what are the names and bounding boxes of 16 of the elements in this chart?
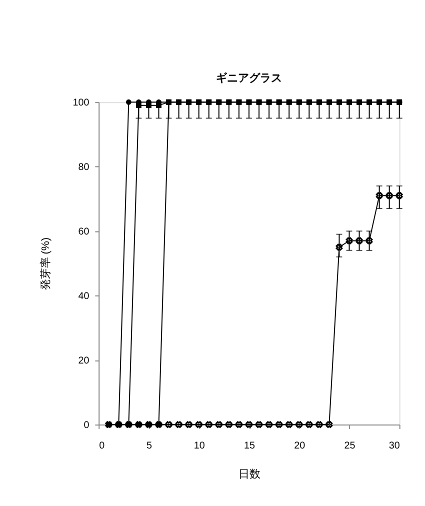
x-tick-label: 10 [194, 440, 206, 452]
x-tick-label: 15 [244, 440, 256, 452]
y-axis-title: 発芽率 (%) [39, 237, 52, 290]
y-tick-label: 100 [72, 98, 90, 109]
x-tick-label: 0 [99, 440, 106, 452]
y-tick-label: 0 [84, 420, 90, 431]
x-axis-title: 日数 [238, 468, 260, 480]
y-tick-label: 20 [78, 356, 90, 367]
x-tick-label: 5 [146, 440, 152, 452]
x-tick-label: 25 [344, 440, 356, 452]
chart-title: ギニアグラス [216, 71, 282, 84]
y-tick-label: 60 [78, 226, 90, 238]
x-tick-label: 30 [388, 440, 400, 452]
y-tick-label: 80 [78, 162, 90, 174]
y-tick-label: 40 [78, 291, 90, 302]
x-tick-label: 20 [294, 440, 306, 452]
